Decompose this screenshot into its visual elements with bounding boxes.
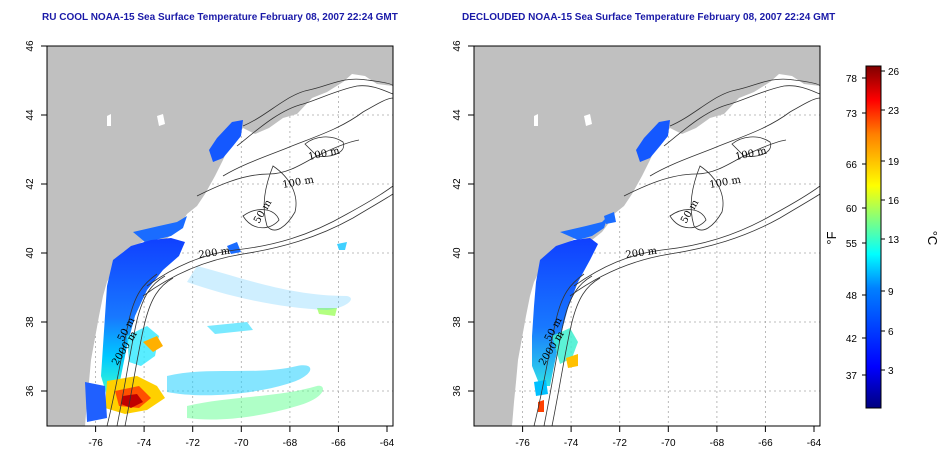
f-tick: 78 — [846, 74, 858, 85]
land-mass — [474, 46, 820, 426]
f-tick: 42 — [846, 334, 858, 345]
c-tick: 9 — [888, 287, 894, 298]
y-axis-ticks: 46 44 42 40 38 36 — [452, 40, 463, 397]
fahrenheit-label: °F — [824, 231, 839, 244]
left-map-title: RU COOL NOAA-15 Sea Surface Temperature … — [42, 12, 398, 23]
c-tick: 16 — [888, 196, 900, 207]
x-tick: -68 — [710, 438, 725, 449]
sst-data — [532, 120, 670, 412]
contour-label-200m: 200 m — [625, 246, 658, 261]
y-tick: 36 — [452, 385, 463, 397]
x-tick: -72 — [185, 438, 200, 449]
x-tick: -70 — [661, 438, 676, 449]
y-tick: 40 — [452, 247, 463, 259]
x-tick: -70 — [234, 438, 249, 449]
y-tick: 44 — [25, 109, 36, 121]
right-map: 100 m 100 m 50 m 200 m 50 m 2000 m -76 -… — [452, 40, 822, 449]
sst-data — [85, 120, 351, 422]
colorbar-gradient — [865, 65, 882, 409]
x-tick: -68 — [283, 438, 298, 449]
c-tick: 19 — [888, 157, 900, 168]
celsius-label: °C — [925, 231, 940, 246]
land-mass — [47, 46, 393, 426]
f-tick: 60 — [846, 204, 858, 215]
left-map: 100 m 100 m 50 m 200 m 50 m 2000 m -76 -… — [25, 40, 395, 449]
y-tick: 38 — [25, 316, 36, 328]
x-tick: -64 — [807, 438, 822, 449]
c-tick: 23 — [888, 106, 900, 117]
x-tick: -74 — [137, 438, 152, 449]
y-tick: 44 — [452, 109, 463, 121]
fahrenheit-ticks: 78 73 66 60 55 48 42 37 — [846, 74, 858, 382]
y-axis-ticks: 46 44 42 40 38 36 — [25, 40, 36, 397]
c-tick: 6 — [888, 327, 894, 338]
x-tick: -66 — [331, 438, 346, 449]
right-map-title: DECLOUDED NOAA-15 Sea Surface Temperatur… — [462, 12, 836, 23]
f-tick: 37 — [846, 371, 858, 382]
f-tick: 73 — [846, 109, 858, 120]
x-tick: -66 — [758, 438, 773, 449]
c-tick: 3 — [888, 366, 894, 377]
x-tick: -76 — [515, 438, 530, 449]
x-tick: -72 — [612, 438, 627, 449]
y-tick: 42 — [452, 178, 463, 190]
y-tick: 36 — [25, 385, 36, 397]
colorbar: 78 73 66 60 55 48 42 37 26 23 19 16 13 9… — [824, 65, 940, 409]
c-tick: 26 — [888, 67, 900, 78]
y-tick: 40 — [25, 247, 36, 259]
contour-label-100m: 100 m — [709, 175, 743, 191]
f-tick: 48 — [846, 291, 858, 302]
contour-label-200m: 200 m — [198, 246, 231, 261]
x-axis-ticks: -76 -74 -72 -70 -68 -66 -64 — [515, 438, 821, 449]
celsius-ticks: 26 23 19 16 13 9 6 3 — [888, 67, 900, 377]
y-tick: 46 — [452, 40, 463, 52]
contour-label-100m: 100 m — [307, 145, 341, 162]
f-tick: 55 — [846, 239, 858, 250]
y-tick: 38 — [452, 316, 463, 328]
x-tick: -76 — [88, 438, 103, 449]
y-tick: 46 — [25, 40, 36, 52]
x-tick: -64 — [380, 438, 395, 449]
contour-label-100m: 100 m — [282, 175, 316, 191]
f-tick: 66 — [846, 160, 858, 171]
c-tick: 13 — [888, 235, 900, 246]
contour-label-100m: 100 m — [734, 145, 768, 162]
y-tick: 42 — [25, 178, 36, 190]
x-tick: -74 — [564, 438, 579, 449]
x-axis-ticks: -76 -74 -72 -70 -68 -66 -64 — [88, 438, 394, 449]
